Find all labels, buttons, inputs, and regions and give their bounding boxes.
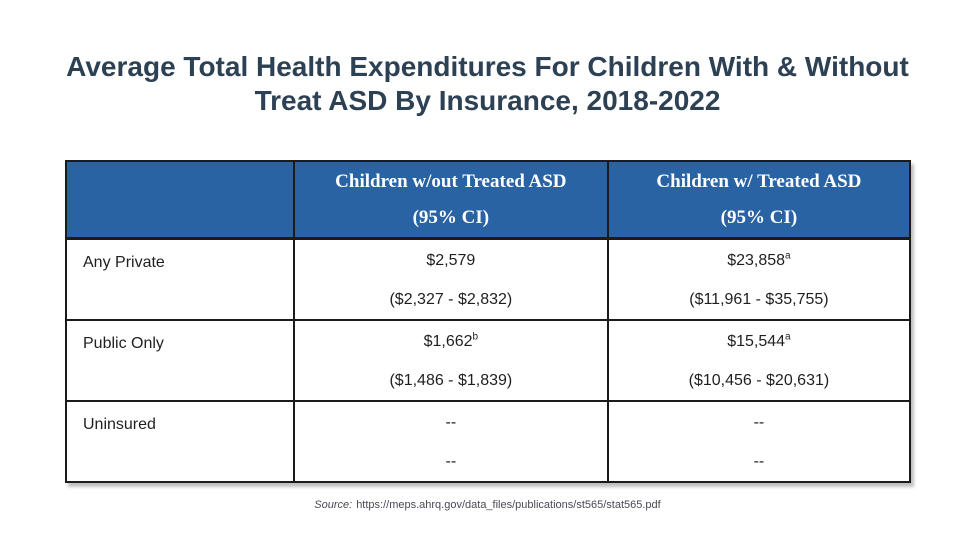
column-header-with-asd-ci: (95% CI)	[720, 206, 798, 228]
cell-value: $1,662b	[423, 331, 479, 350]
cell-value: $23,858a	[727, 250, 791, 269]
cell-ci: ($11,961 - $35,755)	[689, 291, 829, 308]
expenditures-table-grid: Children w/out Treated ASD (95% CI) Chil…	[65, 160, 912, 483]
cell-value: --	[753, 414, 765, 431]
cell-any-private-without: $2,579 ($2,327 - $2,832)	[292, 237, 609, 321]
table-row-public-only: Public Only $1,662b ($1,486 - $1,839) $1…	[65, 319, 912, 402]
table-row-uninsured: Uninsured -- -- -- --	[65, 400, 912, 483]
cell-any-private-with: $23,858a ($11,961 - $35,755)	[606, 237, 912, 321]
source-label: Source:	[314, 499, 353, 511]
column-header-without-asd-ci: (95% CI)	[412, 206, 490, 228]
footnote-marker: a	[785, 331, 791, 343]
row-label-public-only: Public Only	[65, 319, 295, 402]
table-corner-cell	[65, 160, 295, 240]
cell-value: --	[445, 414, 457, 431]
column-header-with-asd: Children w/ Treated ASD (95% CI)	[606, 160, 912, 240]
cell-uninsured-without: -- --	[292, 400, 609, 483]
cell-ci: --	[753, 453, 765, 470]
page-title: Average Total Health Expenditures For Ch…	[0, 50, 975, 118]
source-line: Source: https://meps.ahrq.gov/data_files/…	[0, 499, 975, 511]
cell-public-only-with: $15,544a ($10,456 - $20,631)	[606, 319, 912, 402]
column-header-without-asd: Children w/out Treated ASD (95% CI)	[292, 160, 609, 240]
cell-value: $2,579	[426, 252, 476, 269]
page-title-line2: Treat ASD By Insurance, 2018-2022	[254, 85, 721, 116]
footnote-marker: b	[472, 331, 479, 343]
cell-ci: ($10,456 - $20,631)	[688, 372, 830, 389]
table-header-row: Children w/out Treated ASD (95% CI) Chil…	[65, 160, 912, 240]
column-header-without-asd-title: Children w/out Treated ASD	[335, 170, 567, 192]
table-row-any-private: Any Private $2,579 ($2,327 - $2,832) $23…	[65, 237, 912, 321]
footnote-marker: a	[785, 250, 791, 262]
cell-value: $15,544a	[727, 331, 791, 350]
cell-public-only-without: $1,662b ($1,486 - $1,839)	[292, 319, 609, 402]
page-title-line1: Average Total Health Expenditures For Ch…	[66, 51, 909, 82]
cell-ci: --	[445, 453, 457, 470]
cell-ci: ($2,327 - $2,832)	[389, 291, 513, 308]
cell-ci: ($1,486 - $1,839)	[389, 372, 513, 389]
row-label-any-private: Any Private	[65, 237, 295, 321]
source-url: https://meps.ahrq.gov/data_files/publica…	[356, 499, 661, 511]
cell-uninsured-with: -- --	[606, 400, 912, 483]
column-header-with-asd-title: Children w/ Treated ASD	[656, 170, 862, 192]
row-label-uninsured: Uninsured	[65, 400, 295, 483]
expenditures-table: Children w/out Treated ASD (95% CI) Chil…	[65, 160, 912, 483]
